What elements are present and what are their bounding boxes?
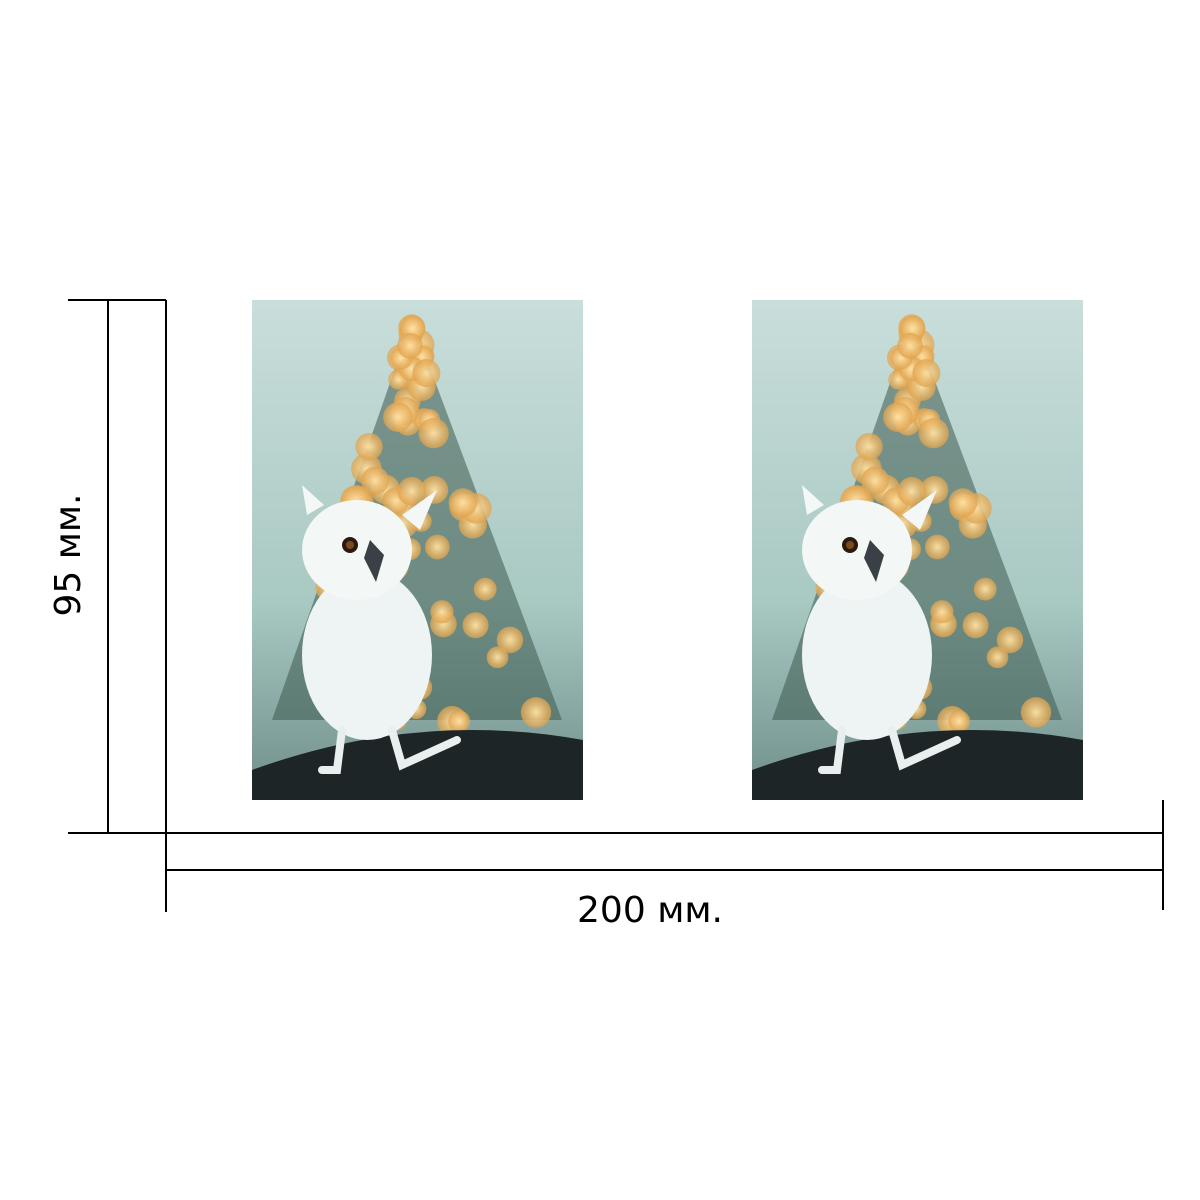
height-label: 95 мм. bbox=[48, 493, 89, 616]
width-label: 200 мм. bbox=[577, 890, 723, 931]
width-dimension bbox=[166, 800, 1164, 910]
product-photo bbox=[252, 300, 583, 800]
product-photo bbox=[752, 300, 1083, 800]
height-dimension bbox=[68, 299, 167, 912]
